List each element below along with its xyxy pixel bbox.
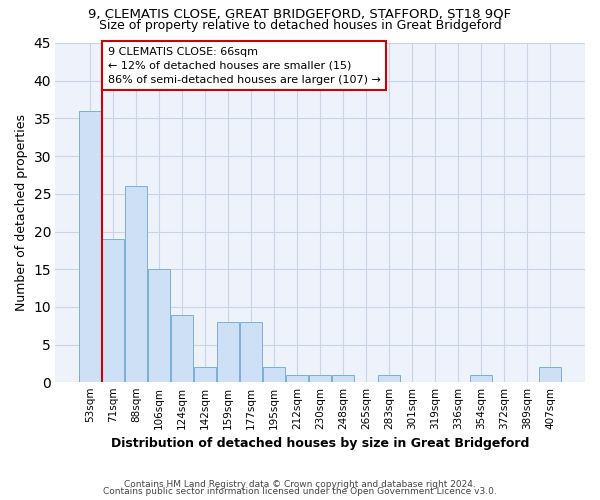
Text: Contains public sector information licensed under the Open Government Licence v3: Contains public sector information licen… [103, 487, 497, 496]
Bar [194, 368, 216, 382]
Bar [286, 375, 308, 382]
Text: Size of property relative to detached houses in Great Bridgeford: Size of property relative to detached ho… [98, 18, 502, 32]
Bar [470, 375, 492, 382]
Bar [148, 269, 170, 382]
Bar [332, 375, 354, 382]
Y-axis label: Number of detached properties: Number of detached properties [15, 114, 28, 311]
Bar [378, 375, 400, 382]
Bar [103, 239, 124, 382]
Bar [539, 368, 561, 382]
Bar [241, 322, 262, 382]
Bar [263, 368, 285, 382]
Bar [125, 186, 147, 382]
Bar [79, 111, 101, 382]
Bar [217, 322, 239, 382]
Text: 9, CLEMATIS CLOSE, GREAT BRIDGEFORD, STAFFORD, ST18 9QF: 9, CLEMATIS CLOSE, GREAT BRIDGEFORD, STA… [88, 8, 512, 20]
Bar [172, 314, 193, 382]
Bar [309, 375, 331, 382]
X-axis label: Distribution of detached houses by size in Great Bridgeford: Distribution of detached houses by size … [111, 437, 529, 450]
Text: Contains HM Land Registry data © Crown copyright and database right 2024.: Contains HM Land Registry data © Crown c… [124, 480, 476, 489]
Text: 9 CLEMATIS CLOSE: 66sqm
← 12% of detached houses are smaller (15)
86% of semi-de: 9 CLEMATIS CLOSE: 66sqm ← 12% of detache… [107, 47, 380, 85]
